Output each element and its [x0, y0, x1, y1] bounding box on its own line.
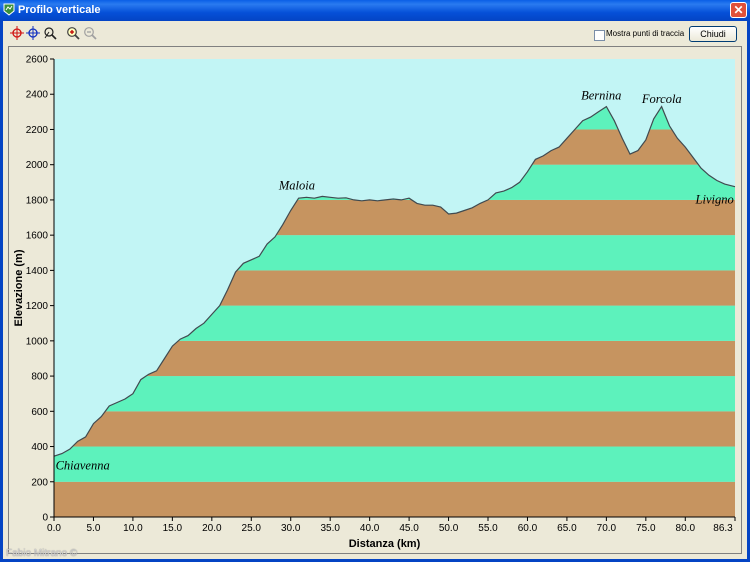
y-tick-label: 1600 [26, 231, 49, 242]
title-bar: Profilo verticale ✕ [0, 0, 750, 21]
y-tick-label: 1200 [26, 301, 49, 312]
close-icon: ✕ [733, 3, 744, 17]
place-label: Chiavenna [56, 458, 110, 472]
window-title: Profilo verticale [18, 4, 101, 16]
profile-chart-panel: 0 200 400 600 800 1000 1200 1400 1600 1800 2000 220… [8, 46, 742, 554]
y-tick-label: 2600 [26, 55, 49, 66]
y-tick-label: 600 [31, 407, 48, 418]
x-tick-label: 86.3 [713, 523, 733, 534]
x-tick-label: 5.0 [87, 523, 101, 534]
zoom-out-icon[interactable] [83, 26, 97, 40]
x-tick-label: 0.0 [47, 523, 61, 534]
app-icon [3, 3, 15, 16]
window-frame [0, 21, 750, 562]
x-tick-label: 45.0 [399, 523, 419, 534]
elevation-band [54, 376, 735, 412]
y-tick-label: 1800 [26, 195, 49, 206]
zoom-in-icon[interactable] [66, 26, 80, 40]
elevation-band [54, 411, 735, 447]
y-tick-label: 200 [31, 477, 48, 488]
y-tick-label: 2200 [26, 125, 49, 136]
place-label: Bernina [581, 89, 621, 103]
close-button[interactable]: Chiudi [689, 26, 737, 42]
x-tick-label: 80.0 [676, 523, 696, 534]
elevation-profile-chart: 0 200 400 600 800 1000 1200 1400 1600 1800 2000 220… [13, 55, 736, 550]
y-tick-label: 0 [42, 513, 48, 524]
x-axis-label: Distanza (km) [349, 538, 421, 550]
crosshair-blue-icon[interactable] [26, 26, 40, 40]
profile-line [53, 105, 736, 457]
x-tick-label: 25.0 [242, 523, 262, 534]
y-tick-label: 2000 [26, 160, 49, 171]
show-track-points-label: Mostra punti di traccia [606, 29, 685, 38]
crosshair-red-icon[interactable] [10, 26, 24, 40]
place-label: Forcola [641, 92, 682, 106]
x-tick-label: 70.0 [597, 523, 617, 534]
x-tick-label: 35.0 [320, 523, 340, 534]
y-tick-label: 2400 [26, 90, 49, 101]
author-credit: Fabio Mitrano © [6, 548, 78, 559]
x-tick-label: 15.0 [163, 523, 183, 534]
x-tick-label: 65.0 [557, 523, 577, 534]
y-tick-label: 400 [31, 442, 48, 453]
measure-icon[interactable] [43, 26, 57, 40]
x-tick-label: 40.0 [360, 523, 380, 534]
show-track-points-checkbox[interactable] [594, 30, 605, 41]
x-tick-label: 50.0 [439, 523, 459, 534]
place-label: Maloia [278, 178, 315, 192]
elevation-band [54, 446, 735, 482]
x-tick-label: 55.0 [478, 523, 498, 534]
y-tick-label: 1400 [26, 266, 49, 277]
x-tick-label: 75.0 [636, 523, 656, 534]
y-axis-label: Elevazione (m) [13, 249, 25, 326]
window-close-button[interactable]: ✕ [730, 2, 747, 18]
x-tick-label: 10.0 [123, 523, 143, 534]
x-tick-label: 60.0 [518, 523, 538, 534]
x-tick-label: 20.0 [202, 523, 222, 534]
place-label: Livigno [695, 192, 734, 206]
y-tick-label: 800 [31, 372, 48, 383]
x-tick-label: 30.0 [281, 523, 301, 534]
y-tick-label: 1000 [26, 336, 49, 347]
elevation-band [54, 481, 735, 517]
